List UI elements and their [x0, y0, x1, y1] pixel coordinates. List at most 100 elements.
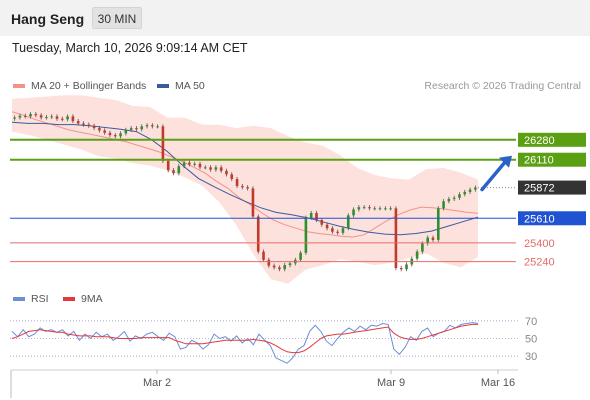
pivot-label-box	[518, 211, 586, 226]
last-price-label: 25872	[524, 183, 555, 195]
candle-body	[384, 208, 387, 210]
candle-body	[87, 124, 91, 126]
bollinger-swatch	[13, 84, 25, 88]
bollinger-band-area	[12, 95, 478, 284]
candle-body	[304, 217, 308, 253]
candle-body	[256, 216, 260, 252]
legend-ma9-label: 9MA	[81, 293, 103, 305]
candle-body	[82, 123, 85, 125]
timestamp: Tuesday, March 10, 2026 9:09:14 AM CET	[12, 41, 248, 55]
candle-body	[262, 251, 265, 260]
candle-body	[219, 167, 223, 171]
target-arrow-head	[499, 155, 512, 168]
candle-body	[166, 160, 170, 171]
candle-body	[140, 126, 144, 130]
candle-body	[373, 208, 377, 210]
candle-body	[177, 166, 181, 174]
candle-body	[431, 237, 435, 240]
support-label: 25400	[524, 238, 555, 250]
candle-body	[230, 174, 234, 180]
candle-body	[352, 209, 355, 216]
candle-body	[76, 121, 80, 124]
candle-body	[113, 135, 117, 137]
legend-ma9: 9MA	[63, 293, 103, 305]
instrument-title: Hang Seng	[11, 11, 85, 27]
legend-ma50-label: MA 50	[175, 80, 205, 92]
candle-body	[315, 212, 318, 221]
candle-body	[394, 208, 398, 269]
resistance-label-box	[518, 152, 586, 167]
candle-body	[119, 133, 122, 137]
candle-body	[346, 215, 350, 229]
candle-body	[378, 208, 382, 210]
ma50-line	[11, 121, 479, 236]
candle-body	[399, 268, 403, 270]
candle-body	[436, 208, 440, 240]
target-arrow-shaft	[480, 157, 509, 192]
time-tick-label: Mar 16	[481, 377, 515, 389]
candle-body	[39, 115, 43, 118]
candle-body	[61, 118, 64, 120]
moving-averages	[11, 111, 479, 238]
last-price-box	[518, 180, 586, 195]
candle-body	[468, 189, 472, 192]
bollinger-band	[12, 95, 478, 284]
candle-body	[246, 187, 249, 189]
candle-body	[235, 179, 239, 187]
candle-body	[145, 125, 149, 127]
candle-body	[34, 114, 38, 116]
candle-body	[124, 129, 128, 134]
candle-body	[368, 207, 371, 209]
candle-body	[272, 265, 276, 268]
candle-body	[23, 115, 27, 117]
candle-body	[108, 132, 112, 136]
time-tick-label: Mar 9	[377, 377, 405, 389]
candle-body	[278, 267, 281, 270]
resistance-label: 26280	[524, 135, 555, 147]
legend-bollinger: MA 20 + Bollinger Bands	[13, 80, 146, 92]
candle-body	[198, 163, 202, 168]
candle-body	[421, 243, 424, 252]
candle-body	[442, 201, 445, 209]
candle-body	[156, 126, 159, 128]
pivot-label: 25610	[524, 213, 555, 225]
legend-rsi-label: RSI	[31, 293, 49, 305]
candle-body	[463, 191, 467, 195]
rsi-tick-label: 50	[525, 334, 537, 346]
candle-body	[415, 251, 419, 259]
candle-body	[325, 224, 329, 229]
legend-ma50: MA 50	[157, 80, 205, 92]
support-label: 25240	[524, 257, 555, 269]
candle-body	[452, 197, 456, 199]
candle-body	[336, 231, 339, 233]
candle-body	[426, 237, 429, 244]
candle-body	[129, 128, 133, 130]
resistance-label: 26110	[524, 155, 554, 167]
ma50-swatch	[157, 84, 169, 88]
candle-body	[447, 198, 451, 202]
rsi-panel: 70 50 30	[10, 316, 537, 364]
candle-body	[18, 115, 22, 118]
candle-body	[135, 128, 138, 130]
candle-body	[209, 167, 212, 170]
candle-body	[474, 187, 477, 190]
timeframe-button[interactable]: 30 MIN	[92, 7, 142, 29]
candle-body	[55, 116, 59, 119]
candle-body	[341, 228, 345, 233]
candle-body	[283, 265, 287, 270]
candle-body	[172, 170, 175, 174]
candle-body	[193, 163, 196, 165]
candle-body	[458, 194, 461, 198]
candle-body	[225, 170, 228, 175]
credit-text: Research © 2026 Trading Central	[424, 80, 581, 92]
candle-body	[288, 263, 292, 266]
rsi-line	[11, 322, 479, 364]
candle-body	[188, 162, 191, 165]
candle-body	[151, 125, 154, 127]
candle-body	[66, 116, 69, 120]
candle-body	[161, 126, 165, 161]
time-tick-label: Mar 2	[143, 377, 171, 389]
candle-body	[45, 116, 48, 118]
rsi-ma9-line	[11, 323, 478, 354]
